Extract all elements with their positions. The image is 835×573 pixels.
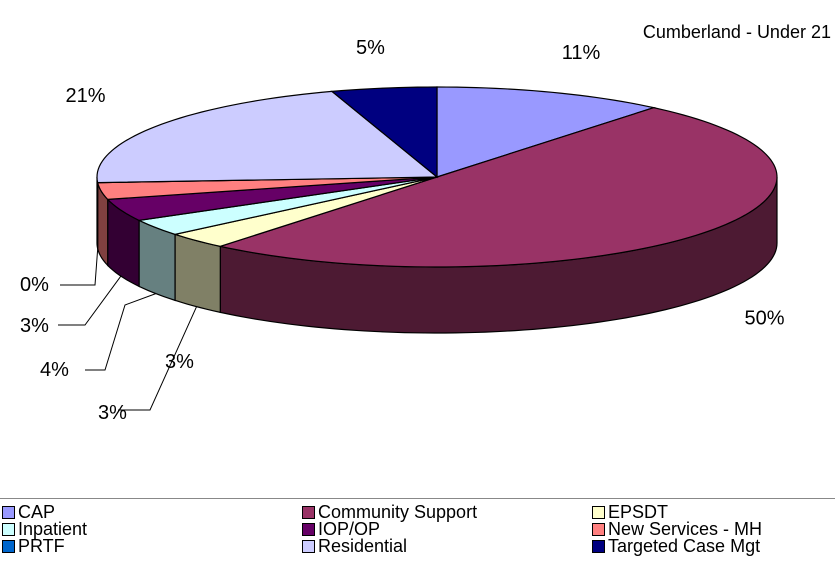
legend-swatch: [2, 539, 15, 553]
slice-label-prtf: 0%: [20, 274, 49, 296]
legend-label: Community Support: [318, 502, 478, 522]
legend-label: Residential: [318, 536, 408, 556]
legend-label: PRTF: [18, 536, 65, 556]
legend-swatch: [592, 522, 605, 536]
slice-label-iop-op: 4%: [40, 359, 69, 381]
legend-swatch: [592, 505, 605, 519]
legend-swatch: [2, 505, 15, 519]
legend-swatch: [302, 522, 315, 536]
legend-label: CAP: [18, 502, 56, 522]
legend-item-epsdt: EPSDT: [592, 503, 668, 521]
pie-chart: 11% 50% 3% 3% 4% 3% 0% 21% 5%: [20, 37, 785, 424]
legend-swatch: [302, 539, 315, 553]
chart-title: Cumberland - Under 21: [642, 22, 831, 42]
legend-label: IOP/OP: [318, 519, 381, 539]
legend-label: Targeted Case Mgt: [608, 536, 761, 556]
slice-label-epsdt: 3%: [165, 351, 194, 373]
legend-item-inpatient: Inpatient: [2, 520, 87, 538]
leader-line: [118, 306, 198, 411]
pie-slice-cap: [436, 86, 657, 178]
legend-item-targeted-case-mgt: Targeted Case Mgt: [592, 537, 760, 555]
slice-label-residential: 21%: [65, 85, 105, 107]
slice-label-new-services-mh: 3%: [20, 315, 49, 337]
legend-label: EPSDT: [608, 502, 669, 522]
legend-item-cap: CAP: [2, 503, 55, 521]
pie-slice-community-support: [217, 107, 778, 268]
slice-label-cap: 11%: [562, 42, 601, 64]
legend-label: Inpatient: [18, 519, 88, 539]
legend-swatch: [302, 505, 315, 519]
pie-side-epsdt: [174, 233, 221, 314]
slice-label-targeted-case-mgt: 5%: [356, 37, 385, 59]
legend-item-residential: Residential: [302, 537, 407, 555]
pie-slice-targeted-case-mgt: [330, 86, 438, 179]
leader-line: [60, 248, 99, 286]
pie-slice-new-services-mh: [96, 176, 438, 200]
legend-item-community-support: Community Support: [302, 503, 477, 521]
legend-swatch: [592, 539, 605, 553]
percentage-labels: 11% 50% 3% 3% 4% 3% 0% 21% 5%: [20, 37, 785, 424]
leader-line: [85, 293, 156, 371]
legend-item-iop-op: IOP/OP: [302, 520, 380, 538]
pie-tops: [96, 86, 778, 268]
label-leader-lines: [58, 248, 198, 411]
legend-label: New Services - MH: [608, 519, 763, 539]
leader-line: [58, 275, 122, 326]
pie-slice-residential: [96, 90, 439, 184]
slice-label-inpatient: 3%: [98, 402, 127, 424]
slice-label-community-support: 50%: [744, 308, 784, 330]
pie-slice-iop-op: [106, 176, 438, 221]
legend-item-prtf: PRTF: [2, 537, 65, 555]
legend: CAP Community Support EPSDT Inpatient IOP/OP…: [0, 498, 835, 573]
pie-side-residential: [96, 176, 99, 249]
legend-item-new-services-mh: New Services - MH: [592, 520, 762, 538]
pie-slice-epsdt: [172, 176, 438, 247]
pie-slice-inpatient: [136, 176, 438, 235]
legend-swatch: [2, 522, 15, 536]
